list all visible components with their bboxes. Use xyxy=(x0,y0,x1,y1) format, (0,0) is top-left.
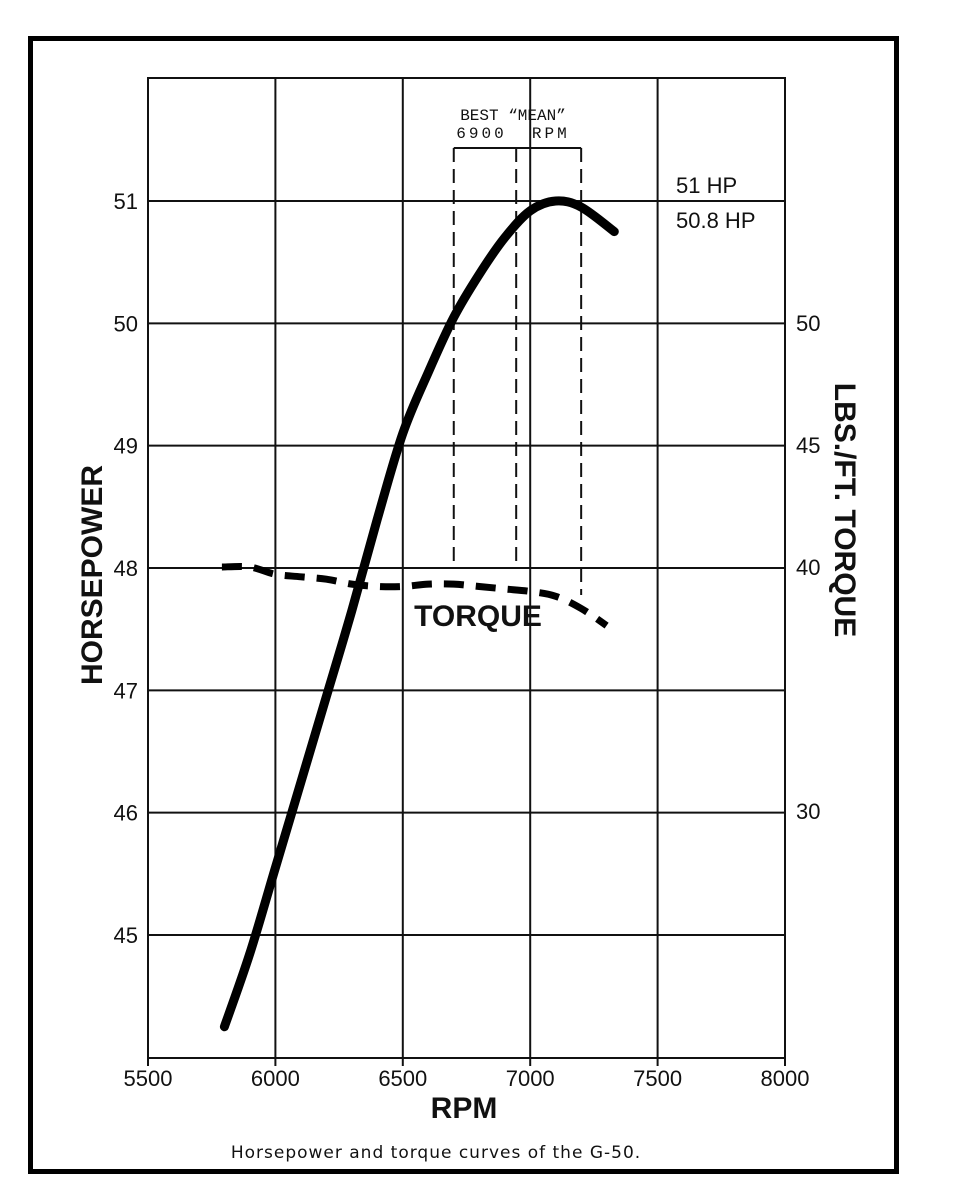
y2-tick-40: 40 xyxy=(796,555,820,580)
y-tick-50: 50 xyxy=(114,311,138,336)
y-tick-49: 49 xyxy=(114,434,138,459)
x-tick-6000: 6000 xyxy=(251,1066,300,1091)
best-mean-title: BEST “MEAN” xyxy=(460,107,566,125)
x-tick-6500: 6500 xyxy=(378,1066,427,1091)
hp-end-label: 50.8 HP xyxy=(676,208,756,233)
y-tick-51: 51 xyxy=(114,189,138,214)
torque-series-label: TORQUE xyxy=(414,600,542,633)
chart-frame xyxy=(28,36,899,1174)
hp-peak-label: 51 HP xyxy=(676,173,737,198)
x-tick-8000: 8000 xyxy=(761,1066,810,1091)
series-line-torque xyxy=(221,562,609,629)
y2-tick-45: 45 xyxy=(796,433,820,458)
figure-caption: Horsepower and torque curves of the G-50… xyxy=(231,1143,641,1163)
y2-tick-50: 50 xyxy=(796,311,820,336)
series-layer xyxy=(219,196,619,1032)
x-tick-7500: 7500 xyxy=(633,1066,682,1091)
x-axis-label: RPM xyxy=(431,1092,498,1125)
best-mean-rpm: 6900 RPM xyxy=(456,125,569,143)
y-tick-47: 47 xyxy=(114,678,138,703)
x-tick-5500: 5500 xyxy=(124,1066,173,1091)
series-line-horsepower xyxy=(219,196,619,1032)
y-tick-48: 48 xyxy=(114,556,138,581)
x-tick-7000: 7000 xyxy=(506,1066,555,1091)
y-tick-45: 45 xyxy=(114,923,138,948)
y2-axis-label: LBS./FT. TORQUE xyxy=(828,383,861,637)
tick-labels: 5500 6000 6500 7000 7500 8000 45 46 47 48 49 50 51 30… xyxy=(114,189,821,1091)
y-tick-46: 46 xyxy=(114,801,138,826)
y-axis-label: HORSEPOWER xyxy=(76,465,109,685)
y2-tick-30: 30 xyxy=(796,799,820,824)
